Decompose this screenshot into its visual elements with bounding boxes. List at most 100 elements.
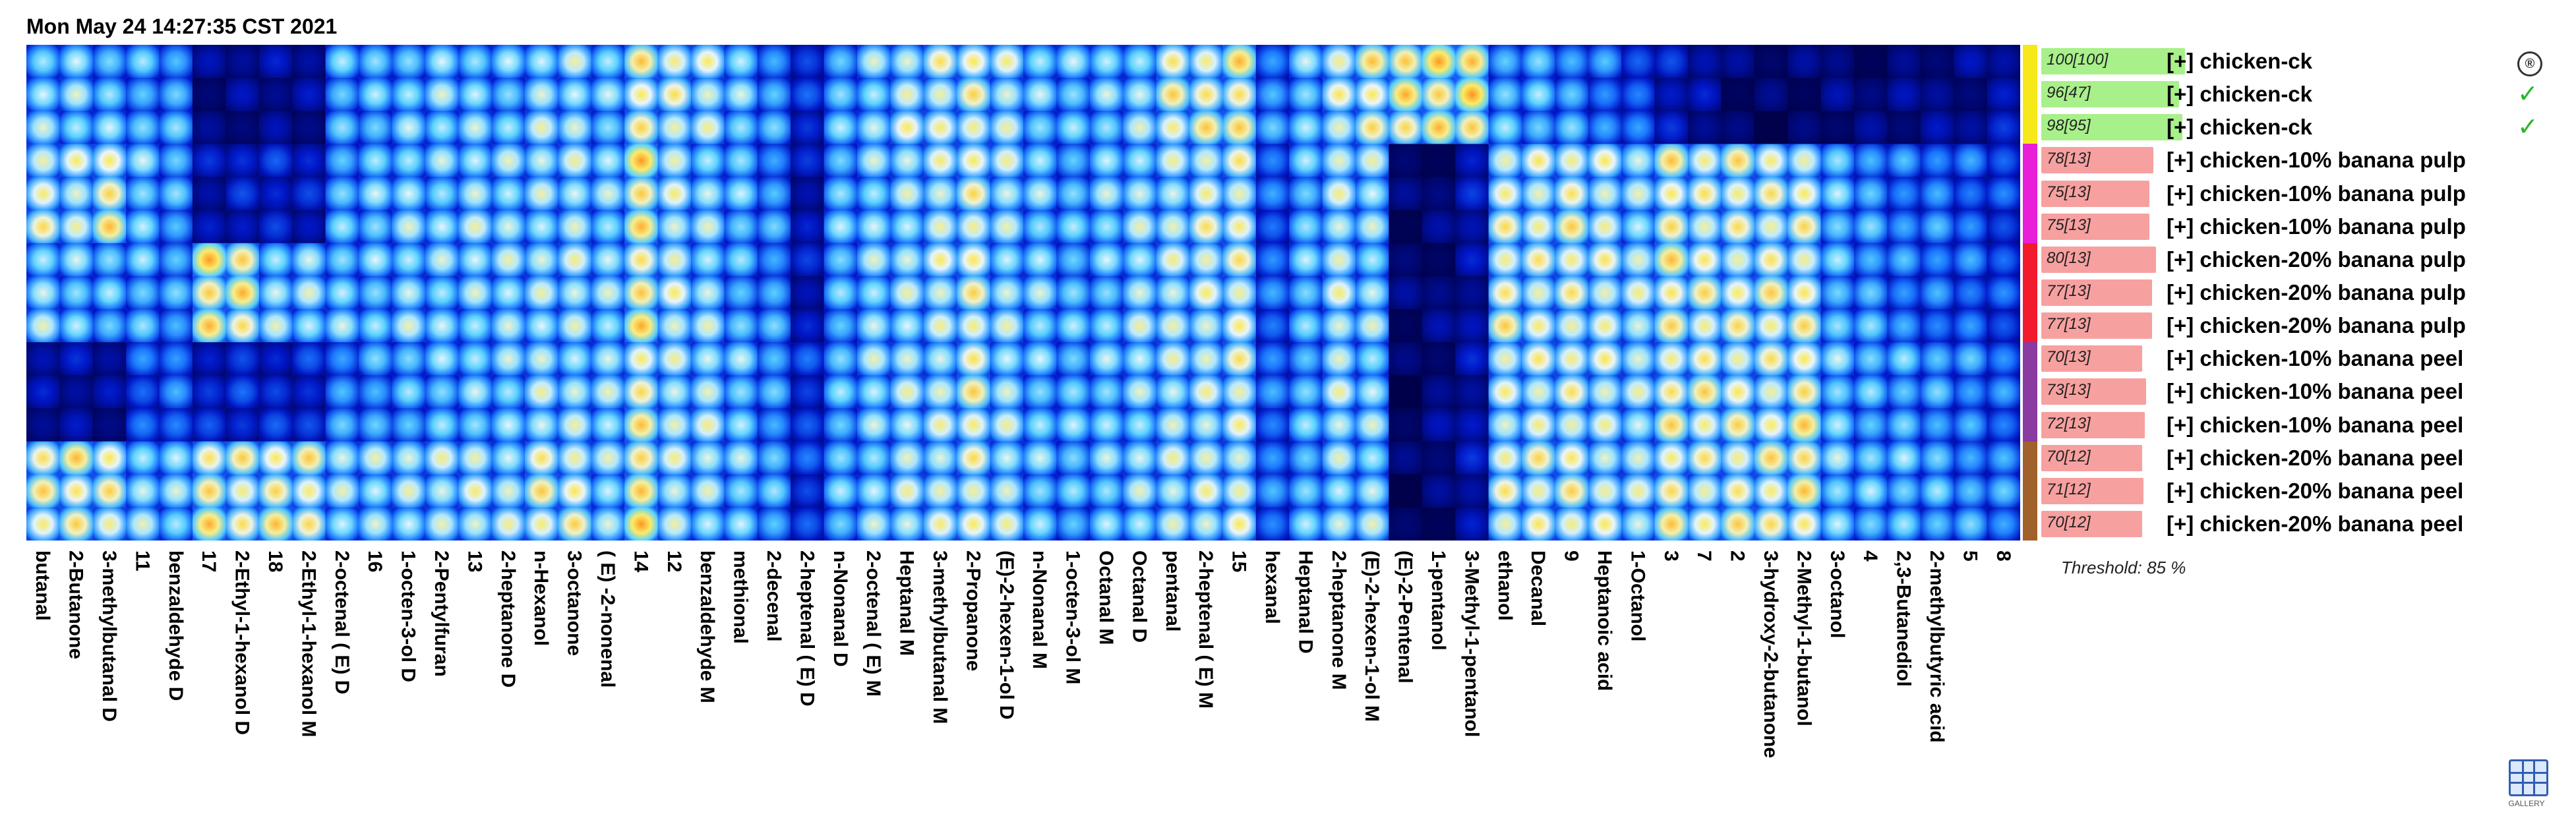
sample-label[interactable]: [+] chicken-ck [2167, 115, 2313, 140]
heatmap-cell [159, 309, 193, 343]
heatmap-cell [1023, 210, 1057, 244]
heatmap-cell [126, 375, 160, 409]
similarity-value: 98[95] [2047, 117, 2091, 135]
heatmap-cell [1854, 243, 1888, 277]
heatmap-cell [1820, 507, 1855, 541]
heatmap-cell [392, 507, 426, 541]
heatmap-cell [957, 144, 991, 178]
sample-label[interactable]: [+] chicken-10% banana pulp [2167, 214, 2466, 239]
heatmap-cell [26, 507, 60, 541]
heatmap-cell [791, 441, 825, 475]
heatmap-cell [1954, 210, 1988, 244]
heatmap-cell [1156, 342, 1190, 376]
heatmap-cell [193, 78, 226, 111]
heatmap-cell [1156, 507, 1190, 541]
heatmap-cell [1023, 507, 1057, 541]
heatmap-cell [923, 309, 957, 343]
heatmap-cell [392, 177, 426, 211]
heatmap-cell [491, 342, 525, 376]
heatmap-cell [1156, 243, 1190, 277]
heatmap-cell [1887, 474, 1921, 508]
heatmap-cell [1522, 408, 1555, 442]
heatmap-cell [558, 78, 592, 111]
heatmap-cell [292, 45, 326, 78]
heatmap-cell [1920, 243, 1954, 277]
sample-label[interactable]: [+] chicken-10% banana peel [2167, 346, 2464, 371]
heatmap-cell [757, 276, 791, 310]
column-label: 2,3-Butanediol [1892, 550, 1915, 687]
heatmap-cell [325, 111, 359, 144]
column-label: Heptanal D [1294, 550, 1317, 654]
heatmap-cell [1588, 408, 1622, 442]
heatmap-cell [1954, 144, 1988, 178]
sample-label[interactable]: [+] chicken-10% banana pulp [2167, 181, 2466, 206]
heatmap-cell [1389, 276, 1423, 310]
sample-label[interactable]: [+] chicken-20% banana peel [2167, 511, 2464, 536]
heatmap-cell [159, 45, 193, 78]
sample-label[interactable]: [+] chicken-20% banana peel [2167, 445, 2464, 470]
heatmap-cell [1787, 375, 1822, 409]
similarity-bar [2041, 48, 2185, 74]
sample-label[interactable]: [+] chicken-ck [2167, 82, 2313, 107]
heatmap-cell [59, 309, 94, 343]
sample-label[interactable]: [+] chicken-10% banana peel [2167, 412, 2464, 437]
column-label: 9 [1560, 550, 1582, 562]
sample-label[interactable]: [+] chicken-ck [2167, 49, 2313, 73]
heatmap-cell [1089, 177, 1123, 211]
gallery-button[interactable]: GALLERY [2505, 759, 2548, 811]
heatmap-cell [425, 474, 459, 508]
heatmap-cell [1455, 342, 1489, 376]
heatmap-cell [1621, 375, 1656, 409]
heatmap-cell [923, 243, 957, 277]
heatmap-cell [624, 45, 659, 78]
heatmap-cell [657, 375, 692, 409]
column-label: 4 [1859, 550, 1882, 562]
column-label: benzaldehyde D [164, 550, 187, 701]
heatmap-cell [1654, 276, 1689, 310]
group-color-segment [2023, 408, 2037, 442]
sample-label[interactable]: [+] chicken-10% banana pulp [2167, 148, 2466, 173]
heatmap-cell [1588, 375, 1622, 409]
heatmap-cell [1289, 111, 1323, 144]
heatmap-cell [126, 177, 160, 211]
heatmap-cell [957, 474, 991, 508]
sample-label[interactable]: [+] chicken-20% banana pulp [2167, 313, 2466, 338]
heatmap-cell [325, 507, 359, 541]
heatmap-cell [1854, 507, 1888, 541]
heatmap-cell [1389, 78, 1423, 111]
sample-label[interactable]: [+] chicken-20% banana peel [2167, 478, 2464, 503]
heatmap-cell [59, 210, 94, 244]
sample-label[interactable]: [+] chicken-20% banana pulp [2167, 247, 2466, 272]
heatmap-cell [1056, 408, 1091, 442]
heatmap-cell [26, 309, 60, 343]
heatmap-cell [1222, 342, 1257, 376]
heatmap-cell [1056, 144, 1091, 178]
heatmap-cell [325, 342, 359, 376]
column-label: 5 [1959, 550, 1981, 562]
heatmap-cell [325, 375, 359, 409]
heatmap-cell [890, 309, 924, 343]
heatmap-cell [159, 78, 193, 111]
heatmap-cell [990, 375, 1024, 409]
heatmap-cell [1954, 276, 1988, 310]
sample-label[interactable]: [+] chicken-10% banana peel [2167, 379, 2464, 404]
heatmap-cell [1820, 78, 1855, 111]
reference-stamp-icon: ® [2517, 51, 2542, 76]
heatmap-cell [890, 243, 924, 277]
heatmap-cell [1621, 210, 1656, 244]
sample-label[interactable]: [+] chicken-20% banana pulp [2167, 279, 2466, 305]
heatmap-cell [1555, 507, 1589, 541]
heatmap-cell [657, 342, 692, 376]
heatmap-cell [1089, 78, 1123, 111]
heatmap-cell [691, 474, 725, 508]
heatmap-cell [1787, 441, 1822, 475]
heatmap-cell [1688, 507, 1722, 541]
heatmap-cell [458, 342, 493, 376]
heatmap-cell [824, 45, 858, 78]
heatmap-cell [1023, 177, 1057, 211]
column-label: (E)-2-hexen-1-ol D [995, 550, 1017, 720]
heatmap-cell [1787, 507, 1822, 541]
heatmap-cell [225, 507, 260, 541]
heatmap-cell [1854, 210, 1888, 244]
heatmap-cell [392, 276, 426, 310]
